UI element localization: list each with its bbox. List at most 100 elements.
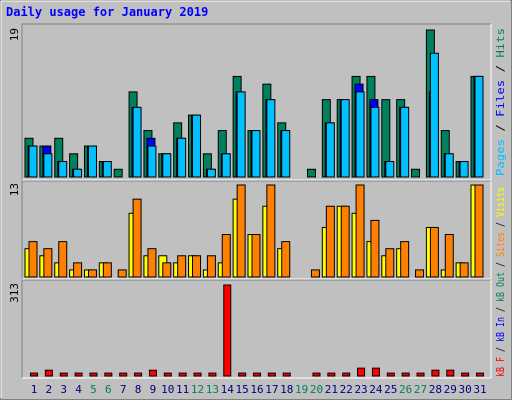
bar — [400, 241, 410, 278]
chart-title: Daily usage for January 2019 — [6, 5, 208, 19]
bar — [163, 372, 172, 377]
x-tick-label: 22 — [340, 383, 353, 396]
bar — [221, 153, 231, 178]
legend-entry: kB In — [494, 317, 507, 342]
bar — [266, 184, 276, 278]
bar — [415, 269, 425, 278]
x-tick-label: 14 — [221, 383, 235, 396]
legend: Pages / Files / Hits — [494, 28, 507, 176]
legend-separator: / — [494, 257, 507, 272]
x-tick-label: 15 — [236, 383, 249, 396]
bar — [340, 99, 350, 178]
bar — [431, 369, 440, 377]
x-tick-label: 27 — [414, 383, 427, 396]
bar — [385, 248, 395, 278]
legend-entry: kB F — [494, 357, 507, 377]
legend-separator: / — [494, 117, 507, 139]
bar — [253, 372, 261, 377]
panel-border — [21, 279, 491, 378]
panel — [22, 280, 491, 378]
x-tick-label: 19 — [295, 383, 308, 396]
legend-entry: Hits — [494, 28, 507, 58]
bar — [411, 168, 421, 178]
bar — [148, 369, 157, 377]
x-tick-label: 31 — [473, 383, 486, 396]
bar — [58, 241, 68, 278]
bar — [177, 137, 187, 178]
bar — [221, 234, 231, 278]
bar — [132, 106, 142, 178]
bar — [102, 262, 112, 278]
legend-separator: / — [494, 217, 507, 232]
bar — [416, 372, 425, 377]
x-tick-label: 18 — [280, 383, 293, 396]
bar — [177, 255, 187, 278]
panel-border — [22, 24, 492, 181]
bar — [73, 168, 83, 178]
bar — [208, 372, 217, 377]
bar — [355, 184, 365, 278]
bar — [370, 106, 380, 178]
panel-border — [21, 180, 491, 279]
bar — [429, 226, 439, 278]
legend-entry: kB Out — [494, 272, 507, 302]
bar — [386, 372, 395, 377]
x-tick-label: 21 — [325, 383, 338, 396]
bar — [43, 153, 53, 178]
bar — [43, 248, 53, 278]
x-tick-label: 29 — [444, 383, 457, 396]
bar — [104, 372, 113, 377]
x-tick-label: 5 — [90, 383, 97, 396]
bar — [193, 372, 202, 377]
panel-border — [22, 181, 492, 280]
bar — [459, 161, 469, 178]
bar — [461, 372, 470, 377]
bar — [238, 372, 247, 377]
bar — [282, 372, 291, 377]
bar — [385, 161, 395, 178]
legend-entry: Visits — [494, 187, 507, 217]
bar — [223, 284, 232, 377]
bar — [236, 91, 246, 178]
x-tick-label: 23 — [354, 383, 367, 396]
panel-border — [22, 280, 492, 379]
bar — [476, 372, 484, 377]
x-tick-label: 11 — [176, 383, 189, 396]
bar — [30, 372, 38, 377]
x-tick-label: 1 — [31, 383, 38, 396]
bar — [102, 161, 112, 178]
bar — [134, 372, 143, 377]
bar — [87, 269, 97, 278]
bar — [325, 205, 335, 278]
bar — [444, 234, 454, 278]
bar — [251, 234, 261, 278]
x-tick-label: 6 — [105, 383, 112, 396]
bar — [178, 372, 187, 377]
bar — [355, 91, 365, 178]
x-tick-label: 4 — [75, 383, 82, 396]
bar — [44, 369, 53, 377]
x-tick-label: 2 — [46, 383, 53, 396]
bar — [132, 198, 142, 278]
bar — [474, 75, 484, 178]
bar — [236, 184, 246, 278]
panel-border — [21, 23, 491, 180]
bar — [28, 241, 38, 278]
bar — [73, 262, 83, 278]
bar — [325, 122, 335, 178]
bar — [342, 372, 351, 377]
bar — [119, 372, 128, 377]
bar — [162, 262, 172, 278]
bar — [192, 255, 202, 278]
bar — [401, 372, 410, 377]
x-tick-label: 13 — [206, 383, 219, 396]
bar — [28, 145, 38, 178]
y-tick-label: 13 — [8, 183, 21, 196]
bar — [59, 372, 68, 377]
bar — [147, 248, 157, 278]
bar — [87, 145, 97, 178]
bar — [327, 372, 336, 377]
bar — [206, 168, 216, 178]
bar — [281, 241, 291, 278]
